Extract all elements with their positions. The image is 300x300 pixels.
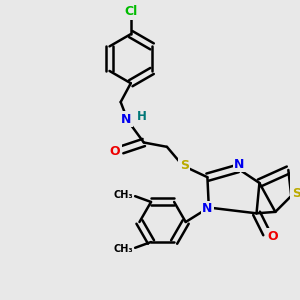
Text: CH₃: CH₃ <box>113 190 133 200</box>
Text: S: S <box>180 159 189 172</box>
Text: CH₃: CH₃ <box>113 244 133 254</box>
Text: H: H <box>137 110 147 123</box>
Text: S: S <box>292 187 300 200</box>
Text: N: N <box>234 158 244 171</box>
Text: O: O <box>267 230 278 243</box>
Text: N: N <box>121 113 132 126</box>
Text: Cl: Cl <box>124 5 137 18</box>
Text: O: O <box>110 145 120 158</box>
Text: N: N <box>202 202 213 215</box>
